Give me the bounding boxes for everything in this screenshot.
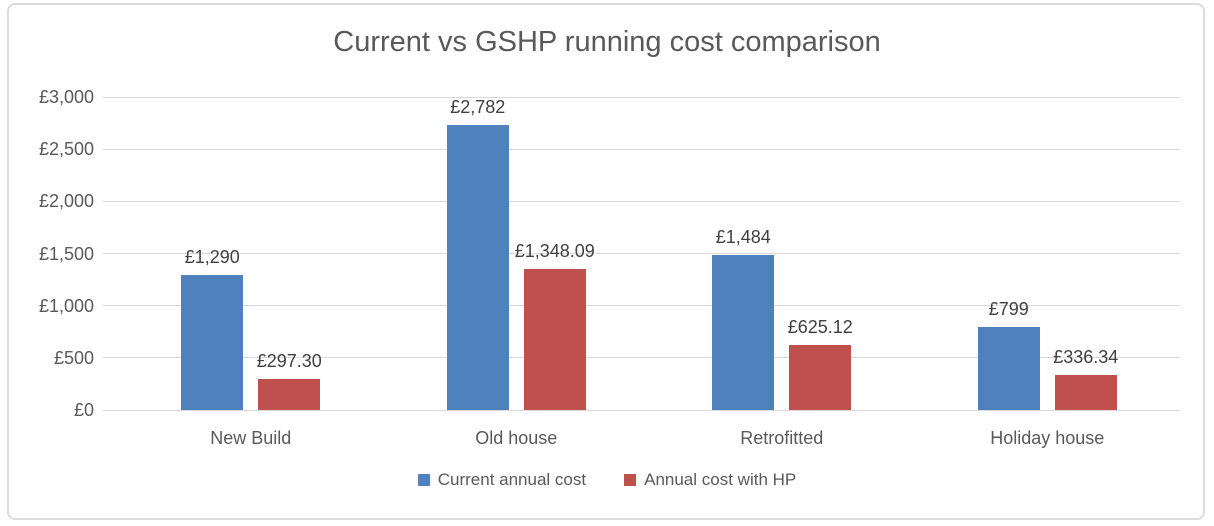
bar-hp-cost: [789, 344, 852, 410]
gridline: [118, 96, 1180, 98]
bar-slot: £625.12: [787, 97, 853, 410]
category-label: Retrofitted: [740, 428, 824, 448]
bar-group: £2,782 £1,348.09: [384, 97, 650, 410]
y-axis-tick-label: £1,000: [38, 295, 94, 316]
data-label: £625.12: [787, 316, 853, 337]
bar-slot: £2,782: [446, 97, 509, 410]
legend-label: Current annual cost: [437, 470, 587, 489]
chart-title: Current vs GSHP running cost comparison: [333, 26, 881, 58]
y-axis-tick-label: £2,500: [38, 139, 94, 160]
category-label: Old house: [475, 428, 558, 448]
category-label: Holiday house: [990, 428, 1105, 448]
data-label: £2,782: [450, 97, 506, 117]
legend-swatch: [417, 474, 430, 486]
y-axis-tick: [103, 96, 118, 98]
y-axis-tick: [103, 148, 118, 150]
y-axis-tick: [103, 305, 118, 307]
data-label: £336.34: [1053, 346, 1119, 367]
bar-hp-cost: [258, 378, 321, 410]
data-label: £297.30: [256, 350, 322, 371]
data-label: £1,348.09: [514, 241, 595, 262]
bar-slot: £1,484: [712, 97, 775, 410]
bar-current-cost: [712, 255, 775, 410]
bar-slot: £1,348.09: [515, 97, 595, 410]
gridline: [118, 148, 1180, 150]
y-axis-tick: [103, 357, 118, 359]
data-label: £799: [988, 298, 1029, 319]
bar-slot: £297.30: [256, 97, 322, 410]
bar-slot: £1,290: [181, 97, 244, 410]
bar-current-cost: [446, 125, 509, 410]
y-axis-tick-label: £1,500: [38, 243, 94, 264]
gridline: [118, 305, 1180, 307]
legend-item: Current annual cost: [417, 470, 587, 490]
bar-current-cost: [977, 326, 1040, 410]
legend-label: Annual cost with HP: [644, 470, 797, 489]
legend-swatch: [624, 474, 637, 486]
data-label: £1,484: [715, 227, 771, 248]
y-axis-tick-label: £3,000: [38, 87, 94, 107]
bar-current-cost: [181, 275, 244, 410]
gridline: [118, 357, 1180, 359]
category-label: New Build: [210, 428, 292, 448]
x-axis-line: [118, 409, 1180, 411]
data-label: £1,290: [184, 247, 240, 268]
bar-hp-cost: [523, 269, 586, 410]
y-axis-tick: [103, 200, 118, 202]
bar-group: £1,290 £297.30: [118, 97, 384, 410]
bar-slot: £799: [977, 97, 1040, 410]
bar-hp-cost: [1054, 374, 1117, 410]
legend: Current annual cost Annual cost with HP: [0, 470, 1214, 490]
bar-slot: £336.34: [1053, 97, 1119, 410]
gridline: [118, 253, 1180, 254]
plot-area: £1,290 £297.30 £2,782 £1,348.09 £1,484 £625.1…: [118, 96, 1181, 411]
y-axis-tick-label: £0: [73, 400, 94, 420]
legend-item: Annual cost with HP: [624, 470, 796, 490]
y-axis-tick-label: £2,000: [38, 191, 94, 212]
y-axis-tick: [103, 409, 118, 411]
gridline: [118, 200, 1180, 202]
bar-group: £799 £336.34: [915, 97, 1181, 410]
bar-group: £1,484 £625.12: [649, 97, 915, 410]
y-axis-tick: [103, 253, 118, 254]
y-axis-tick-label: £500: [53, 347, 94, 368]
